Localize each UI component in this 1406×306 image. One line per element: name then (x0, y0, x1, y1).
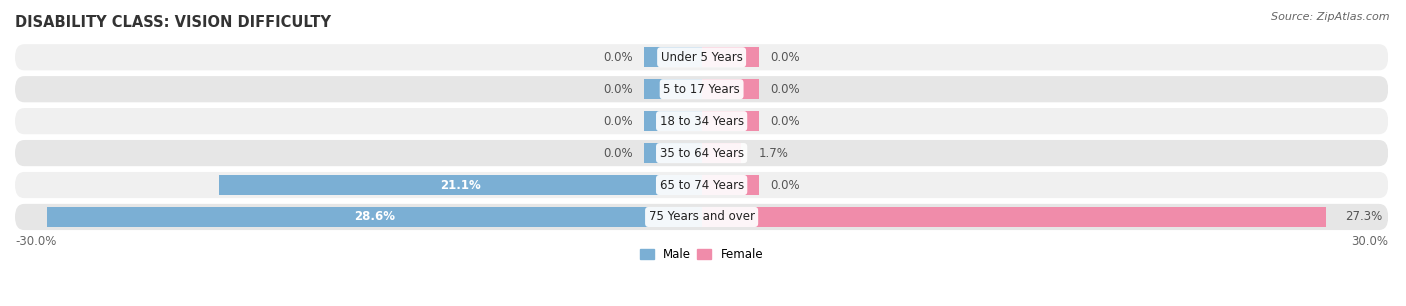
Bar (702, 111, 759, 131)
Text: 30.0%: 30.0% (1351, 236, 1388, 248)
Bar (702, 79, 759, 99)
Bar (644, 47, 702, 67)
Bar (644, 143, 702, 163)
Text: 18 to 34 Years: 18 to 34 Years (659, 115, 744, 128)
Text: Source: ZipAtlas.com: Source: ZipAtlas.com (1271, 12, 1389, 22)
Bar (46, 207, 702, 227)
FancyBboxPatch shape (15, 140, 1388, 166)
Text: 0.0%: 0.0% (603, 147, 633, 160)
FancyBboxPatch shape (15, 204, 1388, 230)
Text: 21.1%: 21.1% (440, 178, 481, 192)
Text: 5 to 17 Years: 5 to 17 Years (664, 83, 740, 96)
Text: 35 to 64 Years: 35 to 64 Years (659, 147, 744, 160)
Bar (702, 143, 741, 163)
Text: 1.7%: 1.7% (759, 147, 789, 160)
Bar (702, 175, 759, 195)
FancyBboxPatch shape (15, 76, 1388, 102)
Text: 65 to 74 Years: 65 to 74 Years (659, 178, 744, 192)
Bar (702, 207, 1326, 227)
FancyBboxPatch shape (15, 44, 1388, 70)
Legend: Male, Female: Male, Female (636, 244, 768, 266)
Text: 0.0%: 0.0% (603, 115, 633, 128)
Text: Under 5 Years: Under 5 Years (661, 51, 742, 64)
Text: 0.0%: 0.0% (770, 83, 800, 96)
Bar (644, 79, 702, 99)
Text: 0.0%: 0.0% (770, 115, 800, 128)
Text: 75 Years and over: 75 Years and over (648, 211, 755, 223)
Text: 28.6%: 28.6% (354, 211, 395, 223)
Text: 0.0%: 0.0% (770, 178, 800, 192)
Bar (702, 47, 759, 67)
Text: 0.0%: 0.0% (770, 51, 800, 64)
Text: -30.0%: -30.0% (15, 236, 56, 248)
FancyBboxPatch shape (15, 172, 1388, 198)
Text: 27.3%: 27.3% (1344, 211, 1382, 223)
Text: DISABILITY CLASS: VISION DIFFICULTY: DISABILITY CLASS: VISION DIFFICULTY (15, 15, 330, 30)
Text: 0.0%: 0.0% (603, 83, 633, 96)
Text: 0.0%: 0.0% (603, 51, 633, 64)
Bar (219, 175, 702, 195)
Bar (644, 111, 702, 131)
FancyBboxPatch shape (15, 108, 1388, 134)
